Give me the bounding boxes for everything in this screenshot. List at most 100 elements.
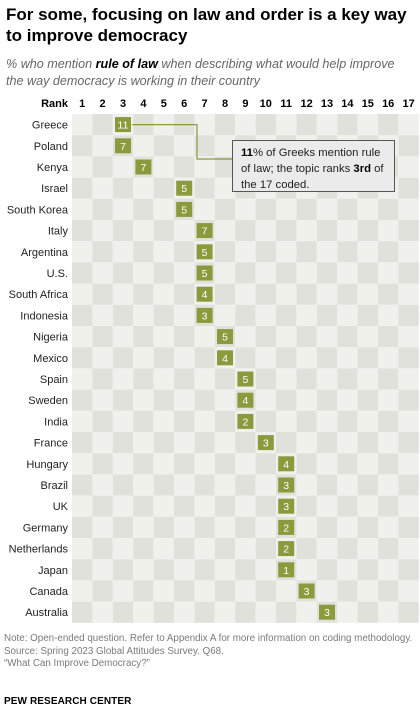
grid-cell [398,559,419,581]
grid-cell [255,283,276,305]
grid-cell [174,283,195,305]
grid-cell [214,601,236,623]
country-label: UK [53,501,69,513]
grid-cell [214,538,236,560]
grid-cell [92,241,113,263]
grid-cell [112,389,134,411]
grid-cell [112,220,134,242]
grid-cell [296,432,317,454]
grid-cell [316,538,338,560]
grid-cell [214,114,236,136]
grid-cell [398,453,419,475]
rank-column-label: 2 [100,98,106,110]
grid-cell [153,220,174,242]
grid-cell [378,601,399,623]
grid-cell [276,410,297,432]
grid-cell [214,304,236,326]
grid-cell [214,432,236,454]
grid-cell [194,580,215,602]
grid-cell [398,114,419,136]
value-label: 3 [304,586,310,598]
grid-cell [133,453,154,475]
grid-cell [337,559,358,581]
country-label: Poland [34,141,68,153]
grid-cell [357,410,378,432]
grid-cell [357,559,378,581]
grid-cell [235,220,256,242]
grid-cell [255,114,276,136]
grid-cell [133,559,154,581]
grid-cell [235,241,256,263]
grid-cell [194,432,215,454]
grid-cell [357,198,378,220]
value-marker [278,498,295,514]
grid-cell [133,135,154,157]
grid-cell [357,474,378,496]
grid-cell [72,220,93,242]
country-label: Brazil [40,480,68,492]
grid-cell [92,177,113,199]
grid-cell [72,538,93,560]
grid-cell [112,432,134,454]
value-label: 5 [181,183,187,195]
grid-cell [153,326,174,348]
grid-cell [276,262,297,284]
grid-cell [214,474,236,496]
grid-cell [214,241,236,263]
grid-cell [316,326,338,348]
value-marker [237,413,254,429]
grid-cell [337,326,358,348]
grid-cell [296,283,317,305]
country-label: Greece [32,120,68,132]
grid-cell [72,453,93,475]
grid-cell [296,326,317,348]
value-marker [115,138,131,154]
grid-cell [214,198,236,220]
grid-cell [276,114,297,136]
grid-cell [296,368,317,390]
grid-cell [357,347,378,369]
grid-cell [153,198,174,220]
grid-cell [153,559,174,581]
grid-cell [194,601,215,623]
value-label: 3 [283,480,289,492]
grid-cell [133,368,154,390]
grid-cell [276,432,297,454]
subtitle-text-before: % who mention [6,57,96,71]
grid-cell [398,177,419,199]
value-marker [278,541,295,557]
value-label: 3 [283,501,289,513]
value-marker [135,159,152,175]
grid-cell [133,326,154,348]
grid-cell [235,262,256,284]
grid-cell [72,432,93,454]
grid-cell [133,220,154,242]
value-marker [278,456,295,472]
grid-cell [316,368,338,390]
grid-cell [72,368,93,390]
country-label: Italy [48,226,69,238]
grid-cell [398,326,419,348]
grid-cell [174,389,195,411]
grid-cell [255,241,276,263]
grid-cell [276,580,297,602]
grid-cell [316,580,338,602]
grid-cell [316,410,338,432]
grid-cell [296,220,317,242]
grid-cell [72,283,93,305]
grid-cell [337,220,358,242]
value-label: 5 [181,204,187,216]
grid-cell [133,410,154,432]
grid-cell [92,601,113,623]
grid-cell [296,474,317,496]
rank-column-label: 11 [280,98,292,110]
grid-cell [378,283,399,305]
grid-cell [174,516,195,538]
chart-title: For some, focusing on law and order is a… [6,5,407,45]
rank-column-label: 5 [161,98,167,110]
grid-cell [255,516,276,538]
grid-cell [133,304,154,326]
value-marker [176,201,193,217]
grid-cell [398,538,419,560]
rank-column-label: 10 [260,98,272,110]
